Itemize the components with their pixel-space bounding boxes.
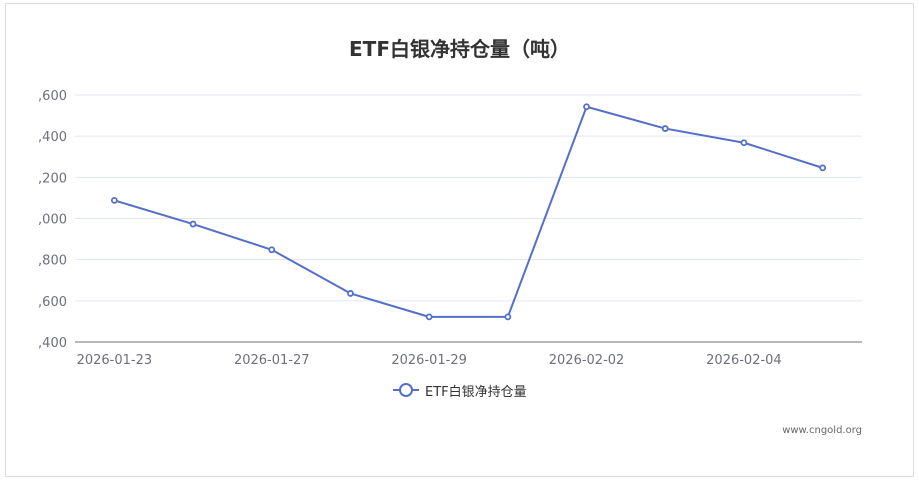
data-point [819,164,827,172]
data-point [661,125,669,132]
chart-frame [5,3,914,477]
data-point [504,313,512,321]
y-tick-label: ,000 [38,213,67,228]
y-tick-label: ,400 [38,130,67,145]
data-point [740,139,748,147]
source-credit: www.cngold.org [782,425,862,436]
x-tick-label: 2026-02-04 [706,353,782,368]
data-point [583,103,590,111]
data-point [189,220,197,228]
y-tick-label: ,600 [38,295,67,310]
data-point [347,290,354,297]
data-point [268,246,276,254]
x-tick-label: 2026-01-29 [391,353,467,368]
x-tick-label: 2026-01-23 [77,353,153,368]
y-tick-label: ,600 [38,89,67,104]
series-line [114,105,823,318]
x-tick-label: 2026-02-02 [549,353,625,368]
y-tick-label: ,200 [38,171,67,186]
chart-title: ETF白银净持仓量（吨） [349,37,570,61]
x-tick-label: 2026-01-27 [234,353,310,368]
legend[interactable]: ETF白银净持仓量 [393,381,527,400]
y-tick-label: ,800 [38,254,67,269]
data-point [110,196,118,204]
legend-label: ETF白银净持仓量 [425,384,527,400]
data-point [425,313,433,321]
y-tick-label: ,400 [38,336,67,351]
legend-line-marker-icon [393,383,419,397]
